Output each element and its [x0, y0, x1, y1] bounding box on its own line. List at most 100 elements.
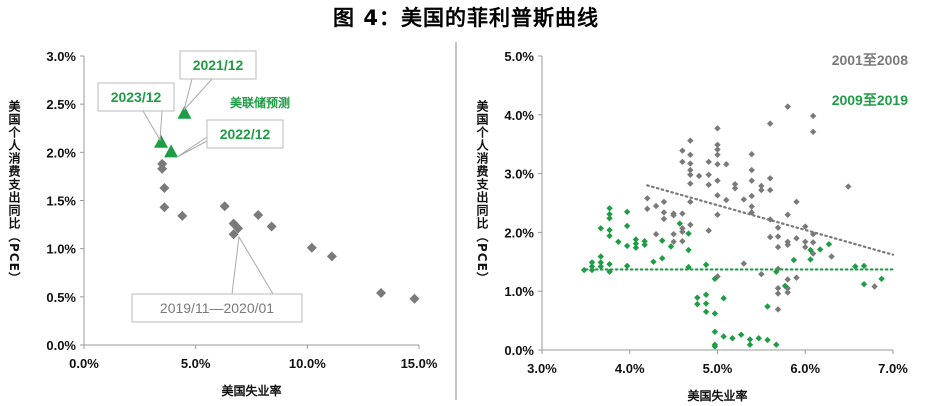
diamond-point [774, 243, 782, 251]
diamond-point [766, 216, 774, 223]
diamond-point [764, 303, 771, 310]
y-tick-label: 1.5% [46, 194, 76, 209]
diamond-point [748, 203, 755, 210]
diamond-point [694, 300, 701, 308]
diamond-point [679, 228, 686, 236]
diamond-point [679, 158, 686, 166]
leader-2023 [142, 110, 163, 142]
diamond-point [644, 195, 651, 202]
diamond-point [606, 260, 613, 268]
diamond-point [705, 181, 712, 188]
diamond-point [723, 196, 730, 204]
diamond-point [809, 128, 817, 136]
left-chart: 0.0% 0.5% 1.0% 1.5% 2.0% 2.5% 3.0% 0.0% 5.0% 10.0… [46, 49, 438, 398]
diamond-point [228, 229, 239, 240]
right-chart: 0.0% 1.0% 2.0% 3.0% 4.0% 5.0% 3.0% 4.0% 5.0% 6.0%… [504, 49, 908, 403]
diamond-point [159, 202, 170, 213]
diamond-point [871, 283, 878, 290]
diamond-point [685, 246, 692, 254]
diamond-point [644, 205, 651, 213]
diamond-point [740, 260, 748, 267]
diamond-point [773, 268, 780, 275]
diamond-point [748, 166, 755, 174]
diamond-point [714, 211, 721, 218]
annotation-box-2023 [97, 82, 175, 112]
diamond-point [306, 242, 317, 253]
left-annotations: 2021/12 2023/12 2022/12 2019/11—2020/01 … [97, 50, 303, 323]
annotation-box-2022 [206, 119, 284, 149]
diamond-point [860, 262, 868, 270]
diamond-point [766, 120, 774, 127]
diamond-point [694, 294, 701, 301]
triangle-point [154, 134, 169, 148]
diamond-point [748, 192, 755, 200]
x-axis-label: 美国失业率 [221, 383, 281, 398]
diamond-point [650, 258, 657, 265]
figure-title: 图 4：美国的菲利普斯曲线 [333, 6, 599, 30]
diamond-point [714, 160, 721, 168]
diamond-point [802, 243, 809, 251]
diamond-point [687, 160, 694, 167]
diamond-point [816, 246, 824, 253]
annotation-2019-2020: 2019/11—2020/01 [160, 300, 274, 316]
diamond-point [679, 225, 686, 232]
y-tick-label: 1.0% [46, 242, 76, 257]
diamond-point [676, 220, 683, 227]
y-tick-label: 0.0% [46, 338, 76, 353]
diamond-point [685, 230, 692, 237]
triangle-point [177, 105, 192, 119]
diamond-point [714, 151, 721, 158]
diamond-point [659, 255, 666, 262]
diamond-point [828, 253, 835, 260]
diamond-point [878, 275, 885, 283]
y-tick-label: 3.0% [504, 167, 534, 182]
x-tick-label: 0.0% [69, 356, 99, 371]
diamond-point [233, 223, 244, 234]
diamond-point [679, 238, 686, 245]
diamond-point [606, 268, 613, 275]
y-tick-label: 5.0% [504, 49, 534, 64]
diamond-point [723, 160, 730, 168]
annotation-2023: 2023/12 [111, 89, 162, 105]
diamond-point [597, 263, 604, 270]
diamond-point [711, 275, 719, 283]
trendline [646, 184, 895, 256]
fed-projection-label: 美联储预测 [230, 95, 290, 110]
x-tick-label: 6.0% [790, 361, 820, 376]
x-tick-label: 5.0% [703, 361, 733, 376]
diamond-point [597, 225, 604, 232]
triangle-point [164, 144, 179, 158]
diamond-point [748, 209, 755, 216]
diamond-point [758, 182, 765, 190]
leader-2022 [176, 136, 208, 158]
diamond-point [731, 180, 739, 188]
diamond-point [687, 198, 694, 206]
diamond-point [159, 182, 170, 193]
diamond-point [809, 230, 817, 238]
diamond-point [748, 150, 755, 158]
diamond-point [580, 266, 588, 274]
diamond-point [774, 306, 782, 313]
diamond-point [720, 333, 727, 340]
diamond-point [652, 202, 660, 210]
diamond-point [588, 266, 596, 274]
diamond-point [632, 244, 640, 251]
diamond-point [687, 137, 694, 144]
diamond-point [615, 238, 622, 246]
diamond-point [737, 331, 745, 338]
diamond-point [641, 238, 648, 245]
diamond-point [253, 209, 264, 220]
diamond-point [711, 328, 719, 335]
diamond-point [784, 241, 791, 248]
diamond-point [711, 310, 719, 317]
leader-2019 [231, 235, 274, 295]
diamond-point [746, 336, 754, 343]
x-tick-label: 4.0% [615, 361, 645, 376]
diamond-point [652, 230, 660, 238]
y-tick-label: 2.0% [46, 145, 76, 160]
diamond-point [714, 146, 721, 153]
diamond-point [623, 208, 631, 216]
diamond-point [687, 221, 694, 228]
diamond-point [809, 239, 817, 246]
